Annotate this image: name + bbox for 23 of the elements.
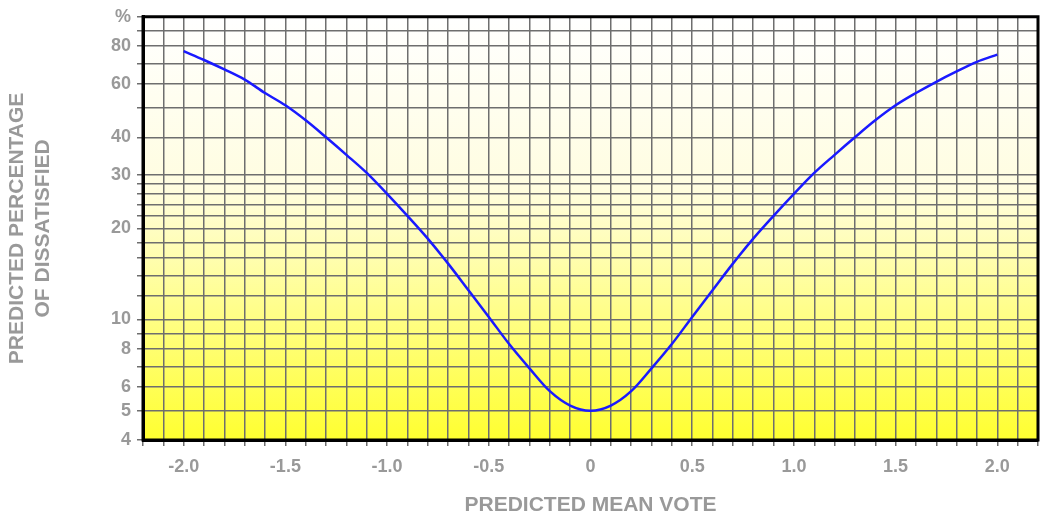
y-tick-label: 5 <box>120 399 131 420</box>
x-tick-label: 1.5 <box>883 455 909 476</box>
x-axis-title: PREDICTED MEAN VOTE <box>464 492 717 516</box>
y-axis-title: PREDICTED PERCENTAGE OF DISSATISFIED <box>3 92 54 365</box>
x-tick-label: -0.5 <box>473 455 505 476</box>
x-tick-label: -2.0 <box>168 455 200 476</box>
y-tick-label: 30 <box>110 164 131 185</box>
x-tick-label: 1.0 <box>781 455 807 476</box>
y-tick-label: 80 <box>110 35 131 56</box>
y-tick-label: 4 <box>120 428 131 449</box>
x-tick-label: -1.0 <box>371 455 403 476</box>
line-series <box>182 49 999 412</box>
y-tick-label: 60 <box>110 72 131 93</box>
y-tick-label: % <box>114 5 131 26</box>
x-tick-label: 0 <box>585 455 596 476</box>
x-tick-label: 2.0 <box>984 455 1010 476</box>
y-tick-label: 8 <box>120 337 131 358</box>
x-tick-label: -1.5 <box>269 455 301 476</box>
y-tick-label: 6 <box>120 375 131 396</box>
x-tick-label: 0.5 <box>679 455 705 476</box>
y-tick-label: 10 <box>110 308 131 329</box>
y-tick-label: 20 <box>110 217 131 238</box>
y-tick-label: 40 <box>110 126 131 147</box>
